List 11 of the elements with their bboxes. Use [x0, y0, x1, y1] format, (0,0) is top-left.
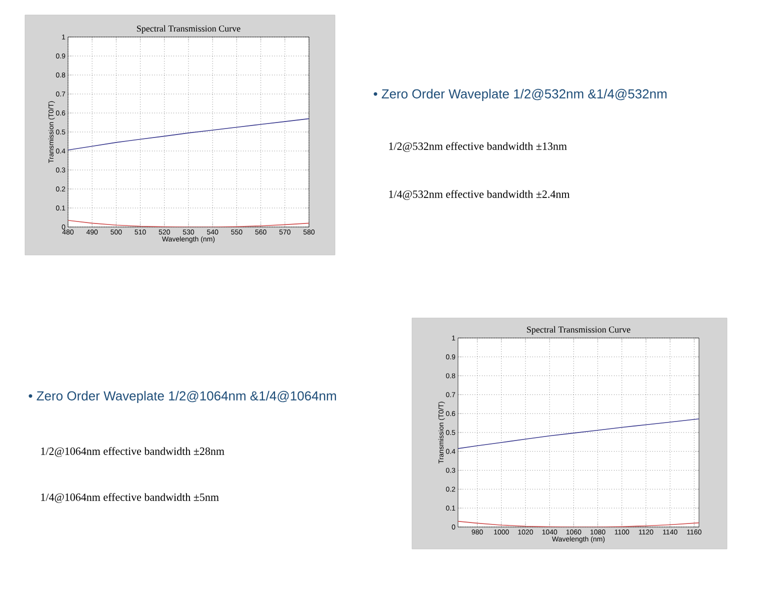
line-series [458, 418, 699, 449]
text: 1/4@1064nm effective bandwidth ±5nm [41, 493, 219, 503]
chart-title: Spectral Transmission Curve [137, 25, 240, 34]
text: 1/2@1064nm effective bandwidth ±28nm [41, 447, 224, 457]
text: • Zero Order Waveplate 1/2@1064nm &1/4@1064nm [28, 390, 336, 404]
text: • Zero Order Waveplate 1/2@532nm &1/4@532nm [374, 88, 667, 102]
line-series [68, 220, 310, 227]
line-series [68, 118, 310, 150]
text: 1/4@532nm effective bandwidth ±2.4nm [389, 190, 570, 200]
chart-title: Spectral Transmission Curve [527, 326, 630, 334]
text: 1/2@532nm effective bandwidth ±13nm [389, 142, 567, 152]
